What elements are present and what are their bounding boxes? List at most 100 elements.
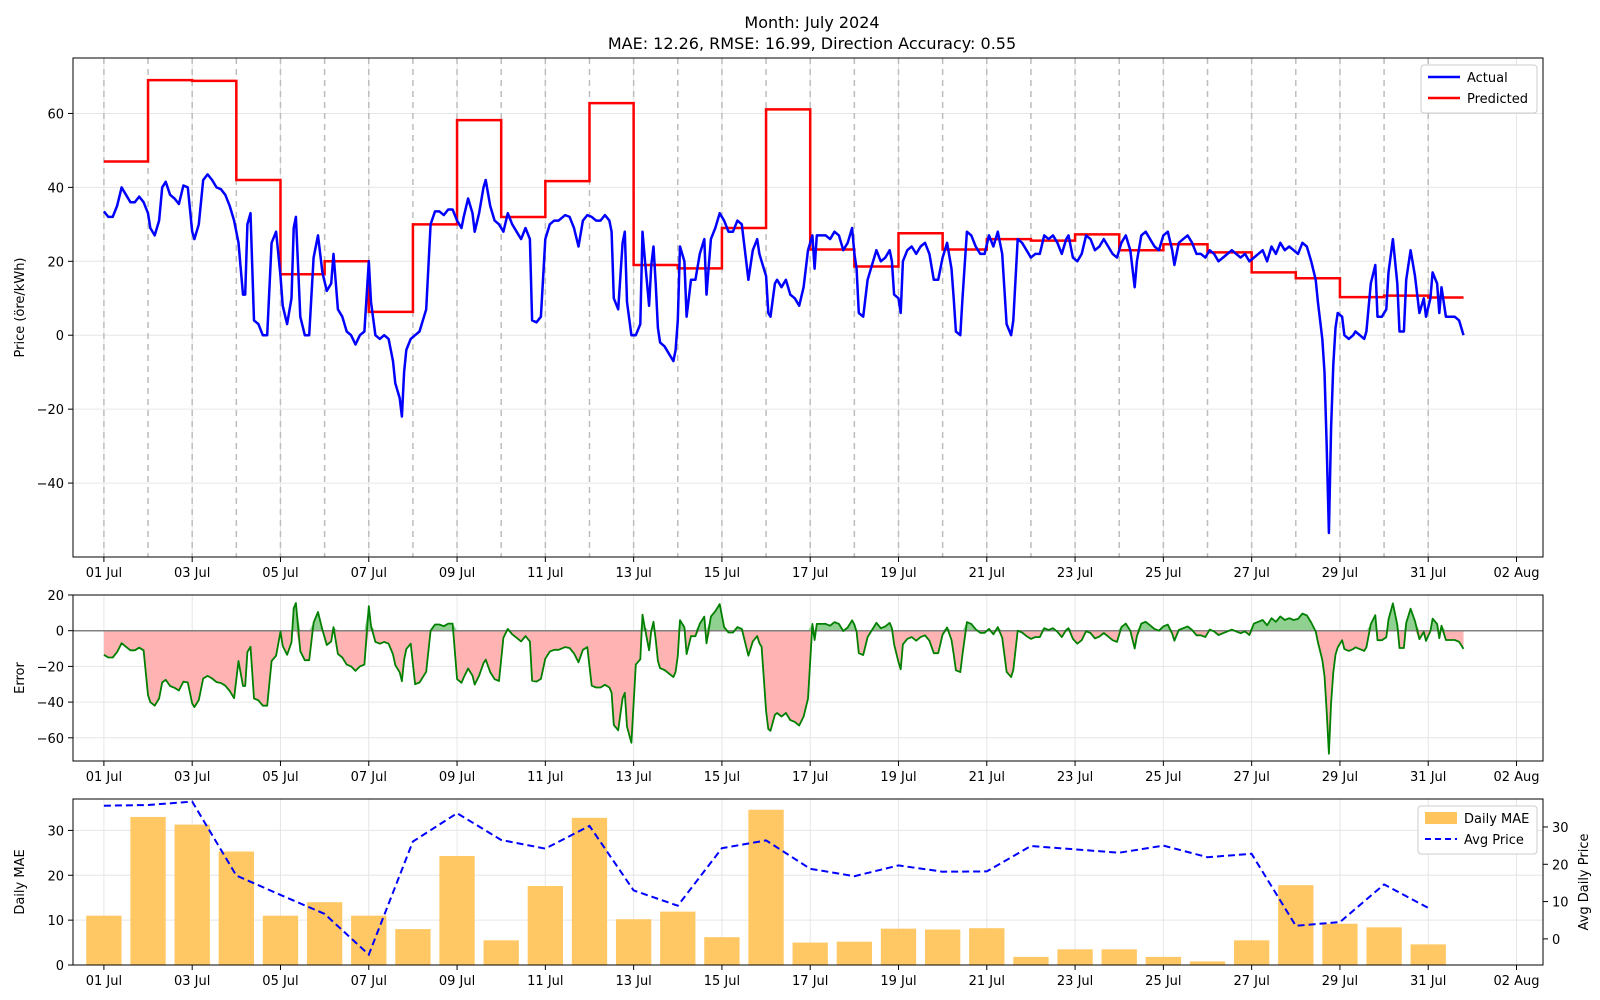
daily-xtick-label: 25 Jul — [1145, 974, 1181, 989]
error-xtick-label: 23 Jul — [1057, 770, 1093, 785]
price-xtick-label: 29 Jul — [1322, 566, 1358, 581]
error-positive-fill — [103, 603, 1464, 631]
price-ytick-label: −40 — [37, 477, 64, 492]
daily-mae-bar — [262, 915, 299, 965]
daily-mae-bar — [615, 919, 652, 965]
daily-mae-bar — [836, 941, 873, 965]
price-ytick-label: 20 — [47, 255, 64, 270]
daily-mae-bar — [218, 851, 254, 965]
price-xtick-label: 09 Jul — [439, 566, 475, 581]
daily-mae-bar — [306, 902, 343, 965]
daily-xtick-label: 13 Jul — [615, 974, 651, 989]
daily-mae-bar — [1233, 940, 1270, 965]
daily-xtick-label: 19 Jul — [880, 974, 916, 989]
daily-ylabel-right: Avg Daily Price — [1577, 834, 1592, 931]
price-ytick-label: −20 — [37, 403, 64, 418]
daily-xtick-label: 15 Jul — [704, 974, 740, 989]
daily-mae-bar — [924, 929, 961, 965]
error-panel: 01 Jul 03 Jul 05 Jul 07 Jul 09 Jul 11 Jul 13 J… — [13, 589, 1544, 785]
daily-mae-bar — [86, 915, 122, 965]
error-xtick-label: 27 Jul — [1233, 770, 1269, 785]
error-xtick-label: 19 Jul — [880, 770, 916, 785]
price-xtick-label: 19 Jul — [880, 566, 916, 581]
price-legend: Actual Predicted — [1420, 64, 1538, 114]
error-ytick-label: 0 — [56, 625, 64, 640]
error-ylabel: Error — [13, 662, 28, 694]
chart-title-line2: MAE: 12.26, RMSE: 16.99, Direction Accur… — [608, 34, 1016, 53]
error-xtick-label: 11 Jul — [527, 770, 563, 785]
price-xtick-label: 05 Jul — [262, 566, 298, 581]
daily-xtick-label: 11 Jul — [527, 974, 563, 989]
daily-xtick-label: 01 Jul — [86, 974, 122, 989]
price-xtick-label: 11 Jul — [527, 566, 563, 581]
daily-mae-bar — [1278, 885, 1314, 965]
daily-mae-bar — [880, 928, 917, 965]
error-ytick-label: 20 — [47, 589, 64, 604]
actual-series-line — [102, 173, 1465, 535]
daily-mae-bar — [483, 940, 519, 965]
error-xtick-label: 25 Jul — [1145, 770, 1181, 785]
daily-mae-bar — [792, 942, 828, 965]
daily-ytick-label: 0 — [56, 959, 64, 974]
legend-predicted-label: Predicted — [1467, 92, 1528, 107]
error-xtick-label: 07 Jul — [351, 770, 387, 785]
price-panel: 01 Jul 03 Jul 05 Jul 07 Jul 09 Jul 11 Jul 13 J… — [13, 57, 1544, 581]
error-xtick-label: 01 Jul — [86, 770, 122, 785]
error-xtick-label: 03 Jul — [174, 770, 210, 785]
daily-legend: Daily MAE Avg Price — [1417, 805, 1538, 855]
price-xtick-label: 23 Jul — [1057, 566, 1093, 581]
daily-mae-bar — [439, 855, 475, 965]
daily-xtick-label: 27 Jul — [1233, 974, 1269, 989]
price-xtick-label: 02 Aug — [1493, 566, 1539, 581]
avg-price-series-line — [103, 800, 1429, 957]
price-ytick-label: 40 — [47, 181, 64, 196]
daily-mae-bar — [1145, 956, 1182, 965]
error-xtick-label: 13 Jul — [615, 770, 651, 785]
daily-mae-bar — [130, 816, 166, 965]
daily-xtick-label: 05 Jul — [262, 974, 298, 989]
error-ytick-label: −20 — [37, 660, 64, 675]
daily-xtick-label: 29 Jul — [1322, 974, 1358, 989]
error-ytick-label: −40 — [37, 696, 64, 711]
price-xtick-label: 25 Jul — [1145, 566, 1181, 581]
error-xtick-label: 29 Jul — [1322, 770, 1358, 785]
daily-mae-bar — [1189, 961, 1226, 965]
daily-xtick-label: 23 Jul — [1057, 974, 1093, 989]
price-xtick-label: 15 Jul — [704, 566, 740, 581]
price-ylabel: Price (öre/kWh) — [13, 257, 28, 357]
daily-ytick-right-label: 10 — [1552, 896, 1569, 911]
daily-ylabel: Daily MAE — [13, 849, 28, 914]
error-xtick-label: 21 Jul — [969, 770, 1005, 785]
price-xtick-label: 27 Jul — [1233, 566, 1269, 581]
daily-mae-bar — [395, 929, 431, 965]
daily-mae-bar — [174, 824, 210, 965]
daily-ytick-label: 20 — [47, 869, 64, 884]
daily-axes-frame — [72, 798, 1544, 966]
legend-mae-swatch — [1425, 812, 1457, 824]
price-xtick-label: 21 Jul — [969, 566, 1005, 581]
price-axes-frame — [72, 57, 1544, 558]
price-xtick-label: 01 Jul — [86, 566, 122, 581]
daily-xtick-label: 09 Jul — [439, 974, 475, 989]
error-xtick-label: 15 Jul — [704, 770, 740, 785]
error-series-line — [103, 602, 1465, 755]
predicted-series-line — [103, 78, 1464, 314]
error-xtick-label: 05 Jul — [262, 770, 298, 785]
daily-mae-bar — [1410, 944, 1446, 965]
error-ytick-label: −60 — [37, 732, 64, 747]
daily-mae-bar — [571, 817, 608, 965]
price-ytick-label: 0 — [56, 329, 64, 344]
daily-xtick-label: 02 Aug — [1493, 974, 1539, 989]
daily-xtick-label: 03 Jul — [174, 974, 210, 989]
daily-mae-bar — [1101, 949, 1137, 965]
daily-mae-bar — [527, 886, 563, 965]
error-xtick-label: 31 Jul — [1410, 770, 1446, 785]
daily-ytick-label: 10 — [47, 914, 64, 929]
daily-mae-bar — [1366, 927, 1402, 965]
daily-xtick-label: 31 Jul — [1410, 974, 1446, 989]
daily-ytick-right-label: 0 — [1552, 933, 1560, 948]
chart-title-line1: Month: July 2024 — [744, 13, 879, 32]
price-xtick-label: 13 Jul — [615, 566, 651, 581]
daily-mae-bar — [748, 809, 784, 965]
